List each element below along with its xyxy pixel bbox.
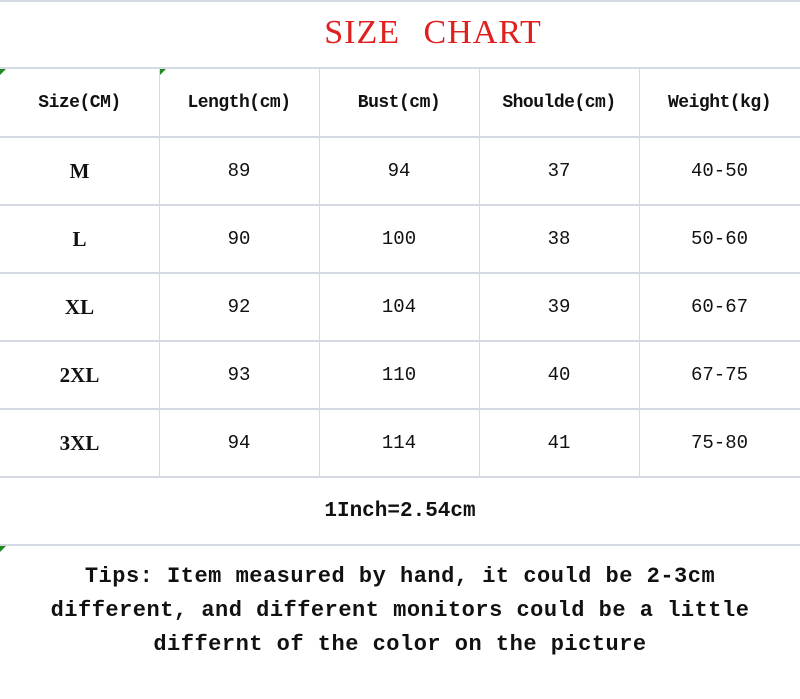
grid-line (0, 204, 800, 206)
cell-marker (160, 69, 166, 75)
header-weight: Weight(kg) (667, 93, 772, 113)
conversion-note: 1Inch=2.54cm (324, 500, 476, 523)
table-cell: 67-75 (690, 364, 748, 386)
page-title: SIZE CHART (324, 14, 542, 51)
table-cell: 114 (381, 432, 417, 454)
table-cell: 93 (227, 364, 251, 386)
table-cell: 110 (381, 364, 417, 386)
table-cell: 2XL (59, 362, 100, 387)
table-cell: 40 (547, 364, 571, 386)
table-row: 2XL 93 110 40 67-75 (0, 341, 800, 409)
tips-text: Tips: Item measured by hand, it could be… (50, 564, 750, 657)
table-cell: M (69, 158, 90, 183)
table-cell: 94 (387, 160, 411, 182)
table-cell: 3XL (59, 430, 100, 455)
header-size: Size(CM) (38, 93, 121, 113)
table-row: 3XL 94 114 41 75-80 (0, 409, 800, 477)
table-cell: L (72, 226, 87, 251)
table-cell: 75-80 (690, 432, 748, 454)
header-bust: Bust(cm) (357, 93, 441, 113)
table-cell: 94 (227, 432, 251, 454)
grid-line (0, 136, 800, 138)
header-row: Size(CM) Length(cm) Bust(cm) Shoulde(cm)… (0, 69, 800, 137)
table-row: L 90 100 38 50-60 (0, 205, 800, 273)
grid-line (0, 544, 800, 546)
cell-marker (0, 69, 6, 75)
table-cell: 60-67 (690, 296, 748, 318)
table-row: M 89 94 37 40-50 (0, 137, 800, 205)
grid-line (159, 68, 160, 477)
grid-line (0, 272, 800, 274)
table-cell: 37 (547, 160, 571, 182)
table-cell: 92 (227, 296, 251, 318)
grid-line (0, 67, 800, 69)
table-cell: 100 (381, 228, 417, 250)
table-cell: 41 (547, 432, 571, 454)
header-length: Length(cm) (187, 93, 291, 113)
table-cell: 89 (227, 160, 251, 182)
table-cell: 40-50 (690, 160, 748, 182)
grid-line (0, 476, 800, 478)
grid-line (319, 68, 320, 477)
table-row: XL 92 104 39 60-67 (0, 273, 800, 341)
size-table: Size(CM) Length(cm) Bust(cm) Shoulde(cm)… (0, 69, 800, 477)
grid-line (0, 0, 800, 2)
table-cell: 39 (547, 296, 571, 318)
grid-line (479, 68, 480, 477)
header-shoulder: Shoulde(cm) (502, 93, 616, 113)
table-cell: 38 (547, 228, 571, 250)
table-cell: 104 (381, 296, 417, 318)
grid-line (639, 68, 640, 477)
table-cell: 90 (227, 228, 251, 250)
table-cell: 50-60 (690, 228, 748, 250)
cell-marker (0, 546, 6, 552)
table-cell: XL (64, 294, 95, 319)
grid-line (0, 340, 800, 342)
grid-line (0, 408, 800, 410)
